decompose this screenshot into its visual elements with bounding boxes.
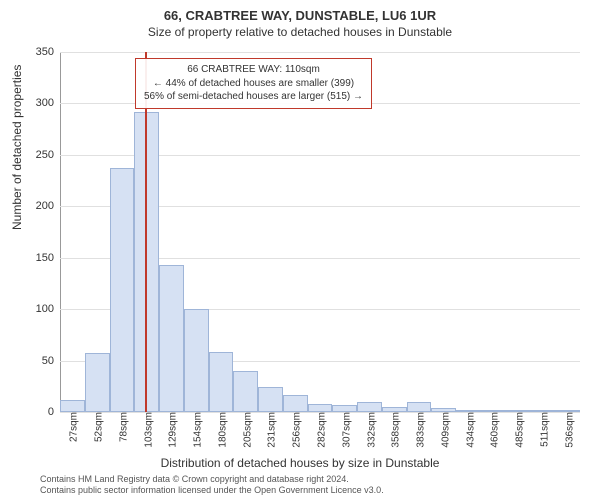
x-tick-label: 536sqm [560,412,575,448]
x-tick-label: 307sqm [337,412,352,448]
x-tick-label: 103sqm [139,412,154,448]
x-tick-label: 78sqm [114,412,129,442]
x-tick-label: 434sqm [461,412,476,448]
histogram-bar [209,352,234,412]
x-tick-label: 129sqm [164,412,179,448]
y-tick-label: 350 [24,46,60,58]
y-tick-label: 100 [24,303,60,315]
histogram-bar [60,400,85,412]
histogram-bar [407,402,432,412]
x-tick-label: 231sqm [263,412,278,448]
chart-container: 66, CRABTREE WAY, DUNSTABLE, LU6 1UR Siz… [0,0,600,500]
x-tick-label: 511sqm [535,412,550,447]
info-box-line: 56% of semi-detached houses are larger (… [144,90,363,104]
x-tick-label: 180sqm [213,412,228,448]
histogram-bar [85,353,110,412]
x-axis-label: Distribution of detached houses by size … [0,456,600,470]
x-tick-label: 358sqm [387,412,402,448]
x-tick-label: 485sqm [511,412,526,448]
histogram-bar [159,265,184,412]
chart-title-address: 66, CRABTREE WAY, DUNSTABLE, LU6 1UR [0,0,600,23]
y-axis-line [60,52,61,412]
x-tick-label: 460sqm [486,412,501,448]
x-tick-label: 282sqm [313,412,328,448]
y-tick-label: 300 [24,97,60,109]
histogram-bar [308,404,333,412]
info-box-line: ← 44% of detached houses are smaller (39… [144,77,363,91]
footer-line-1: Contains HM Land Registry data © Crown c… [40,474,384,485]
histogram-bar [233,371,258,412]
plot-area: 05010015020025030035027sqm52sqm78sqm103s… [60,52,580,412]
x-tick-label: 52sqm [90,412,105,442]
x-tick-label: 256sqm [288,412,303,448]
chart-footer: Contains HM Land Registry data © Crown c… [40,474,384,497]
grid-line [60,52,580,53]
histogram-bar [332,405,357,412]
histogram-bar [184,309,209,412]
info-box: 66 CRABTREE WAY: 110sqm← 44% of detached… [135,58,372,109]
x-tick-label: 205sqm [238,412,253,448]
x-tick-label: 332sqm [362,412,377,448]
chart-title-subtitle: Size of property relative to detached ho… [0,23,600,39]
y-tick-label: 250 [24,149,60,161]
histogram-bar [110,168,135,412]
histogram-bar [357,402,382,412]
x-tick-label: 27sqm [65,412,80,442]
y-tick-label: 0 [24,406,60,418]
y-tick-label: 50 [24,355,60,367]
info-box-line: 66 CRABTREE WAY: 110sqm [144,63,363,77]
histogram-bar [258,387,283,412]
x-tick-label: 409sqm [436,412,451,448]
y-tick-label: 150 [24,252,60,264]
x-tick-label: 154sqm [189,412,204,448]
y-tick-label: 200 [24,200,60,212]
y-axis-label: Number of detached properties [10,65,24,230]
x-tick-label: 383sqm [412,412,427,448]
histogram-bar [283,395,308,412]
footer-line-2: Contains public sector information licen… [40,485,384,496]
